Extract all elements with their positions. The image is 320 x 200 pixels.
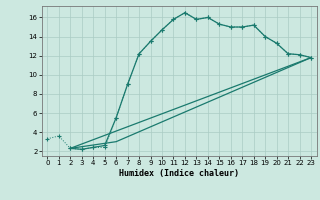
X-axis label: Humidex (Indice chaleur): Humidex (Indice chaleur) (119, 169, 239, 178)
